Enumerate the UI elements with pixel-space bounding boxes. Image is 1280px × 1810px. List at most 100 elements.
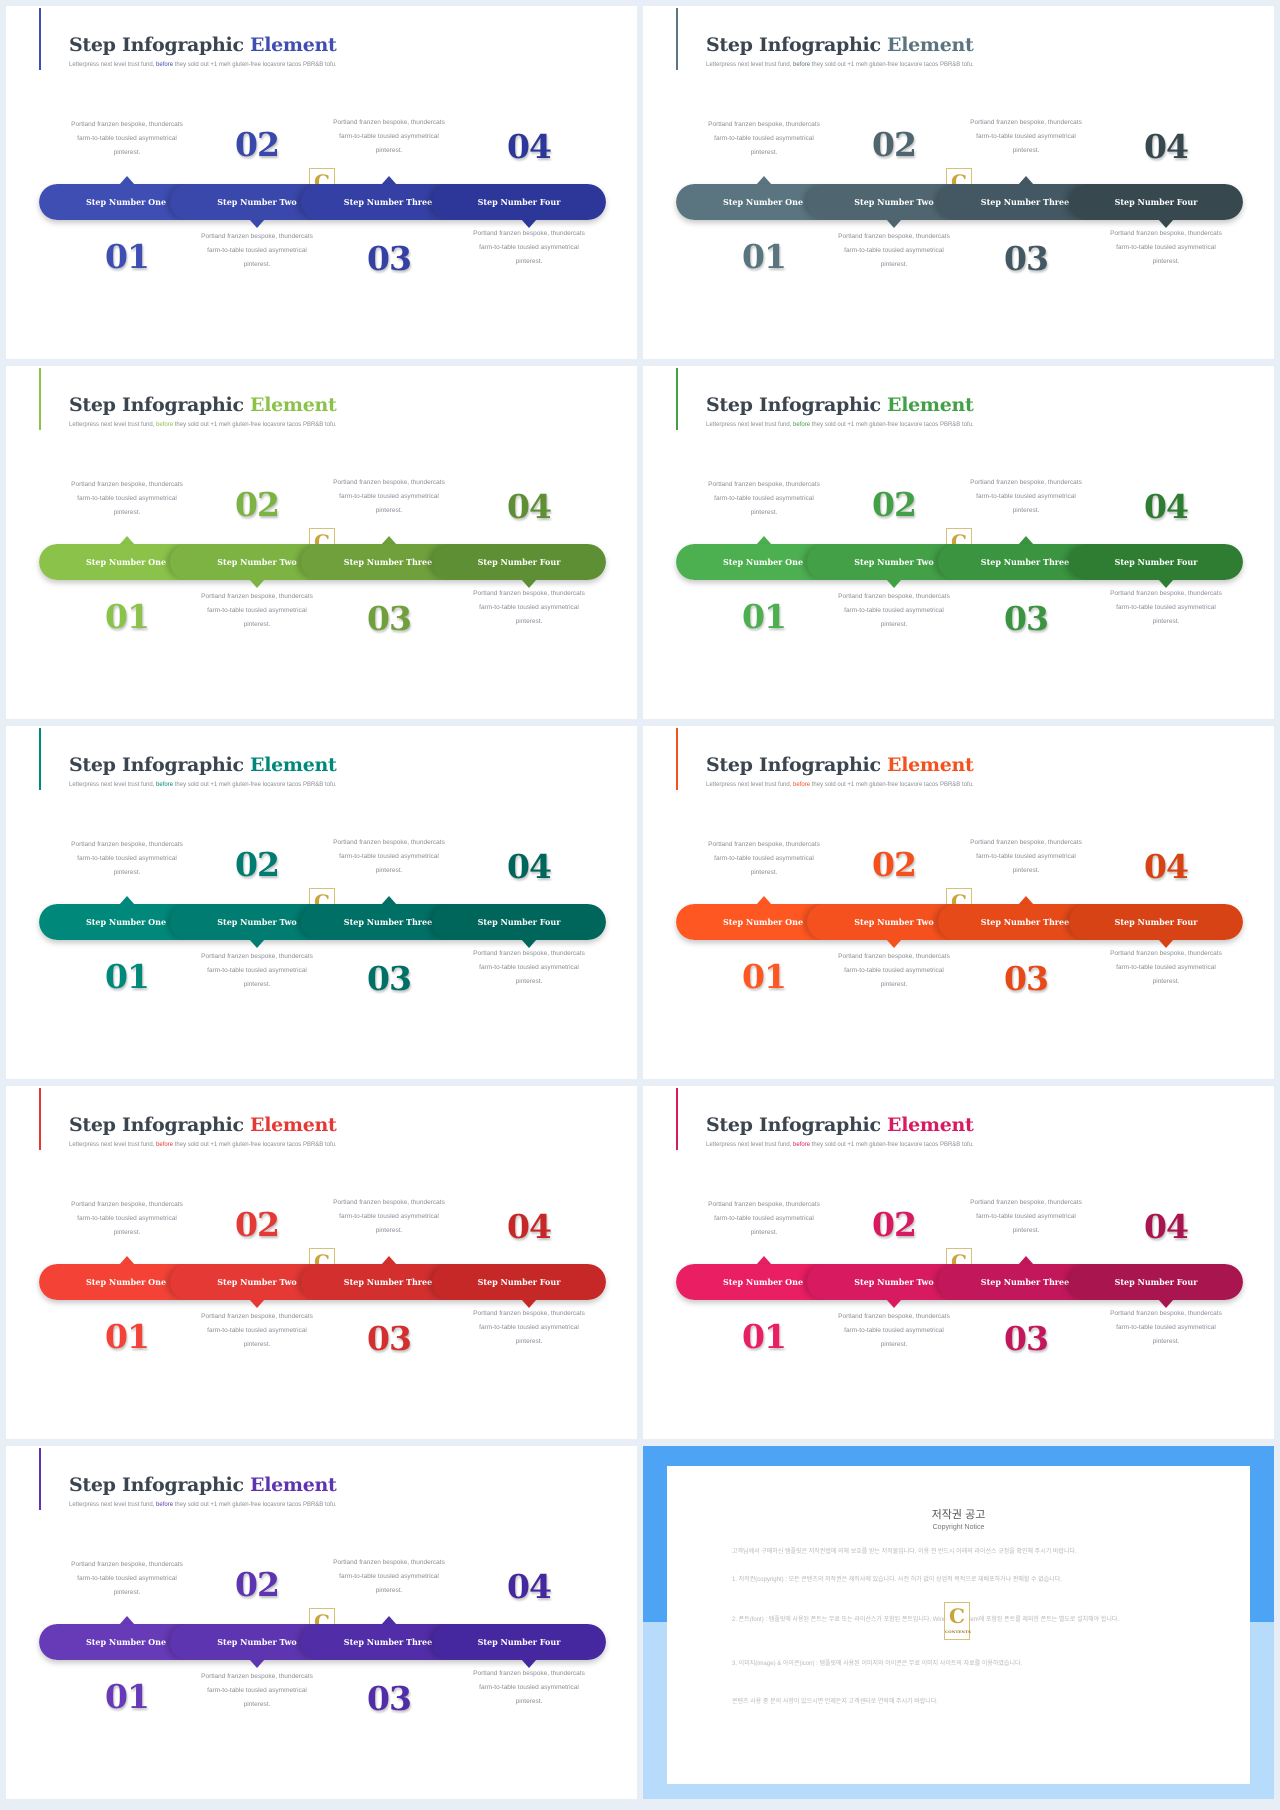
step-description: Portland franzen bespoke, thundercats fa…: [970, 119, 1082, 154]
step-description: Portland franzen bespoke, thundercats fa…: [708, 841, 820, 876]
step-description: Portland franzen bespoke, thundercats fa…: [201, 233, 313, 268]
slide-subtitle: Letterpress next level trust fund, befor…: [69, 422, 337, 428]
step-number: 04: [1144, 1207, 1189, 1246]
step-description: Portland franzen bespoke, thundercats fa…: [333, 839, 445, 874]
subtitle-accent: before: [156, 1142, 174, 1148]
step-description: Portland franzen bespoke, thundercats fa…: [708, 1201, 820, 1236]
step-pointer-down: [886, 939, 902, 948]
watermark-text: CONTENTS: [945, 1629, 971, 1634]
title-accent-line: [676, 1088, 678, 1150]
title-main: Step Infographic: [706, 394, 888, 416]
step-number: 01: [742, 237, 787, 276]
step-number: 03: [1004, 239, 1049, 278]
notice-paragraph: 고객님께서 구매하신 템플릿은 저작권법에 의해 보호를 받는 저작물입니다. …: [732, 1549, 1077, 1555]
step-pointer-down: [249, 219, 265, 228]
step-number: 03: [1004, 959, 1049, 998]
step-description: Portland franzen bespoke, thundercats fa…: [838, 1313, 950, 1348]
step-description: Portland franzen bespoke, thundercats fa…: [708, 481, 820, 516]
step-pointer-up: [381, 896, 397, 905]
step-segment: Step Number Four: [432, 1624, 606, 1660]
step-bar: Step Number One Step Number Two Step Numbe…: [676, 1264, 1243, 1300]
slide: Step Infographic Element Letterpress next…: [6, 1446, 637, 1799]
step-pointer-up: [756, 176, 772, 185]
title-main: Step Infographic: [706, 754, 888, 776]
step-description: Portland franzen bespoke, thundercats fa…: [1110, 1310, 1222, 1345]
step-segment: Step Number Four: [432, 184, 606, 220]
step-number: 02: [235, 1205, 280, 1244]
slide: Step Infographic Element Letterpress next…: [6, 6, 637, 359]
step-pointer-down: [521, 219, 537, 228]
step-pointer-up: [381, 1616, 397, 1625]
subtitle-text: they sold out +1 meh gluten-free locavor…: [173, 1502, 337, 1508]
subtitle-text: they sold out +1 meh gluten-free locavor…: [173, 1142, 337, 1148]
step-description: Portland franzen bespoke, thundercats fa…: [71, 481, 183, 516]
step-description: Portland franzen bespoke, thundercats fa…: [201, 593, 313, 628]
step-number: 04: [507, 487, 552, 526]
slide: Step Infographic Element Letterpress next…: [643, 1086, 1274, 1439]
step-description: Portland franzen bespoke, thundercats fa…: [71, 1201, 183, 1236]
slide-title: Step Infographic Element: [69, 394, 337, 416]
step-description: Portland franzen bespoke, thundercats fa…: [201, 1673, 313, 1708]
notice-paragraph: 3. 이미지(image) & 아이콘(icon) : 템플릿에 사용된 이미지…: [732, 1661, 1023, 1667]
step-pointer-up: [756, 1256, 772, 1265]
step-pointer-down: [1158, 939, 1174, 948]
step-number: 01: [742, 597, 787, 636]
step-description: Portland franzen bespoke, thundercats fa…: [333, 1559, 445, 1594]
subtitle-text: they sold out +1 meh gluten-free locavor…: [810, 62, 974, 68]
subtitle-accent: before: [793, 1142, 811, 1148]
step-segment: Step Number Four: [432, 1264, 606, 1300]
title-main: Step Infographic: [69, 34, 251, 56]
step-description: Portland franzen bespoke, thundercats fa…: [970, 839, 1082, 874]
title-accent-line: [39, 728, 41, 790]
slide-subtitle: Letterpress next level trust fund, befor…: [69, 1502, 337, 1508]
subtitle-accent: before: [156, 782, 174, 788]
subtitle-accent: before: [793, 62, 811, 68]
step-pointer-down: [521, 1299, 537, 1308]
subtitle-text: Letterpress next level trust fund,: [706, 62, 794, 68]
step-bar: Step Number One Step Number Two Step Numbe…: [39, 1264, 606, 1300]
step-bar: Step Number One Step Number Two Step Numbe…: [676, 184, 1243, 220]
step-pointer-down: [249, 1659, 265, 1668]
step-description: Portland franzen bespoke, thundercats fa…: [473, 590, 585, 625]
step-segment: Step Number Four: [1069, 904, 1243, 940]
subtitle-text: they sold out +1 meh gluten-free locavor…: [810, 782, 974, 788]
step-description: Portland franzen bespoke, thundercats fa…: [473, 230, 585, 265]
slide-title: Step Infographic Element: [69, 754, 337, 776]
step-pointer-up: [119, 896, 135, 905]
copyright-notice-slide: 저작권 공고 Copyright Notice 고객님께서 구매하신 템플릿은 저작…: [643, 1446, 1274, 1799]
step-number: 04: [507, 1207, 552, 1246]
step-pointer-up: [1018, 536, 1034, 545]
step-number: 01: [105, 957, 150, 996]
slide-title: Step Infographic Element: [706, 34, 974, 56]
step-pointer-down: [886, 579, 902, 588]
step-segment: Step Number Four: [1069, 184, 1243, 220]
notice-title: 저작권 공고: [931, 1509, 986, 1521]
slide-title: Step Infographic Element: [69, 1474, 337, 1496]
title-accent: Element: [887, 394, 974, 416]
title-main: Step Infographic: [706, 34, 888, 56]
notice-paragraph: 1. 저작권(copyright) : 모든 콘텐츠의 저작권은 제작사에 있습…: [732, 1577, 1062, 1583]
step-number: 02: [872, 1205, 917, 1244]
step-pointer-up: [1018, 1256, 1034, 1265]
step-number: 02: [235, 845, 280, 884]
step-bar: Step Number One Step Number Two Step Numbe…: [39, 1624, 606, 1660]
slide-title: Step Infographic Element: [706, 394, 974, 416]
step-bar: Step Number One Step Number Two Step Numbe…: [39, 904, 606, 940]
slide-subtitle: Letterpress next level trust fund, befor…: [69, 62, 337, 68]
title-accent-line: [39, 1448, 41, 1510]
step-description: Portland franzen bespoke, thundercats fa…: [838, 953, 950, 988]
step-pointer-down: [249, 1299, 265, 1308]
slide-subtitle: Letterpress next level trust fund, befor…: [706, 62, 974, 68]
slide: Step Infographic Element Letterpress next…: [6, 1086, 637, 1439]
notice-paragraph: 콘텐츠 사용 중 문의 사항이 있으시면 언제든지 고객센터로 연락해 주시기 …: [732, 1699, 939, 1705]
step-segment: Step Number Four: [432, 904, 606, 940]
step-number: 03: [367, 1679, 412, 1718]
step-pointer-down: [886, 219, 902, 228]
subtitle-text: Letterpress next level trust fund,: [706, 782, 794, 788]
slide-subtitle: Letterpress next level trust fund, befor…: [69, 782, 337, 788]
step-number: 03: [367, 959, 412, 998]
step-segment: Step Number Four: [432, 544, 606, 580]
subtitle-text: Letterpress next level trust fund,: [706, 422, 794, 428]
